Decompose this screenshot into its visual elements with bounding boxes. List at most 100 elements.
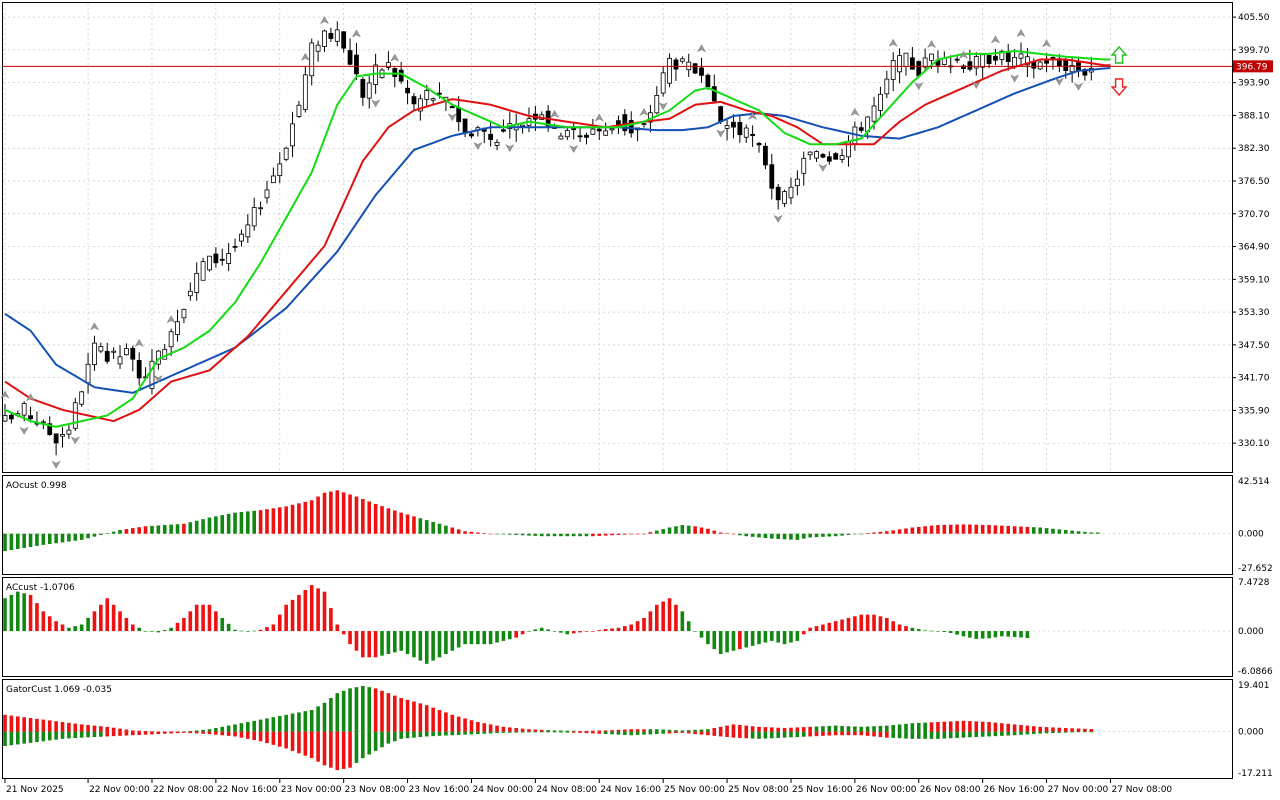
ao-bar xyxy=(757,533,761,538)
main-price-pane[interactable] xyxy=(2,2,1233,473)
time-tick-label: 26 Nov 08:00 xyxy=(920,785,981,795)
candle-body xyxy=(149,360,155,389)
ao-bar xyxy=(846,533,851,535)
ao-bar xyxy=(15,533,20,550)
ac-bar xyxy=(15,591,20,632)
gator-lower-bar xyxy=(194,731,199,734)
ac-bar xyxy=(508,631,512,640)
gator-upper-bar xyxy=(821,726,825,732)
gator-lower-bar xyxy=(15,731,20,745)
ao-bar xyxy=(424,520,429,534)
ac-bar xyxy=(335,624,340,632)
ac-bar xyxy=(501,631,506,641)
gator-lower-bar xyxy=(1083,731,1087,733)
gator-upper-bar xyxy=(942,721,947,732)
ao-bar xyxy=(533,533,538,536)
candle-body xyxy=(360,79,366,98)
candle-body xyxy=(833,153,839,160)
candle-body xyxy=(111,350,117,353)
gator-lower-bar xyxy=(297,731,301,754)
ac-bar xyxy=(827,622,832,632)
ao-bar xyxy=(169,524,173,534)
price-tick-label: 370.70 xyxy=(1238,210,1270,220)
ac-pane-title: ACcust -1.0706 xyxy=(6,583,75,593)
candle-body xyxy=(743,127,749,138)
ao-bar xyxy=(616,533,621,535)
ao-bar xyxy=(246,511,250,534)
gator-lower-bar xyxy=(28,731,33,743)
gator-lower-bar xyxy=(162,731,167,734)
gator-lower-bar xyxy=(706,731,710,736)
ao-bar xyxy=(718,532,723,534)
ao-bar xyxy=(878,531,883,534)
gator-upper-bar xyxy=(591,730,595,732)
gator-upper-bar xyxy=(693,729,697,732)
gator-lower-bar xyxy=(738,731,742,738)
gator-lower-bar xyxy=(923,731,927,739)
ao-bar xyxy=(539,533,544,537)
ac-bar xyxy=(968,631,972,638)
ao-bar xyxy=(150,525,154,534)
ac-bar xyxy=(859,614,864,632)
gator-upper-bar xyxy=(686,730,691,732)
candle-body xyxy=(72,402,78,429)
gator-upper-bar xyxy=(744,725,749,732)
ac-bar xyxy=(514,631,518,638)
gator-lower-bar xyxy=(207,731,212,735)
ao-bar xyxy=(789,533,793,540)
candle-body xyxy=(430,98,436,101)
candle-body xyxy=(456,107,462,123)
ac-pane[interactable] xyxy=(2,577,1233,677)
gator-lower-bar xyxy=(603,731,608,735)
ao-bar xyxy=(501,533,506,535)
candle-body xyxy=(283,147,289,160)
fractal-down-marker xyxy=(1054,77,1064,86)
ao-bar xyxy=(99,533,103,535)
gator-lower-bar xyxy=(987,731,991,737)
ao-bar xyxy=(648,532,653,534)
current-price-label: 396.79 xyxy=(1236,62,1268,72)
signal-arrows xyxy=(1110,45,1128,97)
ao-bar xyxy=(418,518,423,534)
gator-lower-bar xyxy=(316,731,320,762)
gator-lower-bar xyxy=(520,731,525,733)
ac-bar xyxy=(258,629,263,632)
fractal-up-marker xyxy=(89,322,100,331)
ao-bar xyxy=(980,524,985,534)
gator-upper-bar xyxy=(642,729,646,732)
gator-upper-bar xyxy=(980,721,985,732)
current-price-tag xyxy=(1233,60,1273,73)
price-tick-label: 341.70 xyxy=(1238,374,1270,384)
gator-lower-bar xyxy=(188,731,193,734)
candle-body xyxy=(929,53,934,61)
gator-upper-bar xyxy=(846,726,851,732)
ao-histogram xyxy=(3,490,1100,552)
ao-pane[interactable] xyxy=(2,475,1233,575)
gator-lower-bar xyxy=(993,731,998,737)
gator-lower-bar xyxy=(214,731,218,735)
ac-bar xyxy=(22,593,26,632)
gator-upper-bar xyxy=(265,718,269,732)
ao-bar xyxy=(552,533,557,537)
ac-bar xyxy=(923,630,927,632)
ac-bar xyxy=(118,611,122,632)
ac-bar xyxy=(354,631,359,651)
ac-bar xyxy=(463,631,467,645)
ac-bar xyxy=(252,630,257,632)
candle-body xyxy=(136,360,142,379)
ao-bar xyxy=(782,533,787,540)
candle-body xyxy=(814,151,819,159)
candle-body xyxy=(871,105,877,122)
gator-lower-bar xyxy=(750,731,755,739)
candle-body xyxy=(469,133,474,137)
gator-upper-bar xyxy=(469,720,474,732)
candle-body xyxy=(130,347,136,360)
candle-body xyxy=(219,258,225,261)
candle-body xyxy=(21,403,27,416)
gator-lower-bar xyxy=(201,731,205,734)
candle-body xyxy=(954,58,960,61)
candle-body xyxy=(903,52,909,67)
candle-body xyxy=(724,125,730,129)
ac-bar xyxy=(706,631,710,645)
